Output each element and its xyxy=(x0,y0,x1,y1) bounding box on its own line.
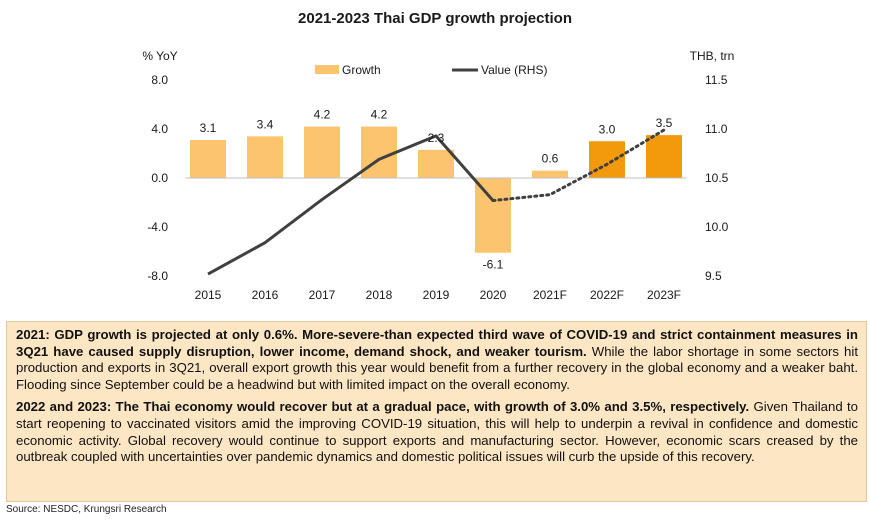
right-tick-label: 10.5 xyxy=(705,171,729,185)
gdp-chart: 2021-2023 Thai GDP growth projection % Y… xyxy=(142,10,735,302)
value-line xyxy=(207,128,666,276)
growth-data-label: 3.1 xyxy=(200,121,217,135)
commentary-2022-2023-headline: 2022 and 2023: The Thai economy would re… xyxy=(16,399,750,415)
value-line-forecast xyxy=(491,128,666,203)
left-tick-label: -4.0 xyxy=(147,220,168,234)
growth-bar xyxy=(589,141,625,178)
growth-bar xyxy=(475,178,511,253)
right-tick-label: 10.0 xyxy=(705,220,729,234)
growth-bars xyxy=(190,126,682,253)
growth-bar xyxy=(304,126,340,178)
x-tick-label: 2023F xyxy=(647,288,681,302)
right-tick-label: 11.0 xyxy=(705,122,728,136)
right-tick-label: 11.5 xyxy=(705,73,728,87)
x-tick-label: 2019 xyxy=(423,288,450,302)
growth-bar xyxy=(190,140,226,178)
commentary-paragraph-2022-2023: 2022 and 2023: The Thai economy would re… xyxy=(16,399,858,465)
growth-data-label: 0.6 xyxy=(542,152,559,166)
growth-bar xyxy=(361,126,397,178)
commentary-2021-headline: 2021: GDP growth is projected at only 0.… xyxy=(16,327,858,359)
legend: Growth Value (RHS) xyxy=(315,63,547,77)
right-axis-label: THB, trn xyxy=(690,49,735,63)
x-tick-label: 2017 xyxy=(309,288,336,302)
chart-title: 2021-2023 Thai GDP growth projection xyxy=(298,10,572,27)
right-axis-ticks: 11.5 11.0 10.5 10.0 9.5 xyxy=(705,73,729,283)
growth-data-label: -6.1 xyxy=(483,258,504,272)
growth-data-label: 3.5 xyxy=(656,116,673,130)
x-tick-label: 2015 xyxy=(195,288,222,302)
growth-data-label: 2.3 xyxy=(428,131,445,145)
value-line-actual xyxy=(207,134,495,276)
left-tick-label: -8.0 xyxy=(147,269,168,283)
legend-value-label: Value (RHS) xyxy=(481,63,547,77)
left-tick-label: 8.0 xyxy=(151,73,168,87)
growth-bar xyxy=(418,149,454,178)
commentary-box: 2021: GDP growth is projected at only 0.… xyxy=(6,321,867,502)
commentary-2022-2023-body: Given Thailand to start reopening to vac… xyxy=(16,399,858,465)
left-axis-ticks: 8.0 4.0 0.0 -4.0 -8.0 xyxy=(147,73,168,283)
left-axis-label: % YoY xyxy=(142,49,177,63)
x-tick-label: 2016 xyxy=(252,288,279,302)
commentary-2021-body: While the labor shortage in some sectors… xyxy=(16,343,858,392)
source-note: Source: NESDC, Krungsri Research xyxy=(6,504,167,515)
right-tick-label: 9.5 xyxy=(705,269,722,283)
growth-bar xyxy=(646,135,682,178)
growth-data-label: 4.2 xyxy=(371,108,388,122)
growth-data-label: 3.0 xyxy=(599,122,616,136)
x-axis-ticks: 2015 2016 2017 2018 2019 2020 2021F 2022F 2023F xyxy=(195,288,681,302)
growth-data-label: 3.4 xyxy=(257,117,274,131)
x-tick-label: 2020 xyxy=(480,288,507,302)
x-tick-label: 2018 xyxy=(366,288,393,302)
legend-growth-swatch xyxy=(315,65,339,74)
growth-data-label: 4.2 xyxy=(314,108,331,122)
left-tick-label: 0.0 xyxy=(151,171,168,185)
bar-data-labels: 3.1 3.4 4.2 4.2 2.3 -6.1 0.6 3.0 3.5 xyxy=(200,108,673,272)
x-tick-label: 2021F xyxy=(533,288,567,302)
legend-growth-label: Growth xyxy=(342,63,381,77)
growth-bar xyxy=(532,170,568,178)
growth-bar xyxy=(247,136,283,178)
left-tick-label: 4.0 xyxy=(151,122,168,136)
commentary-paragraph-2021: 2021: GDP growth is projected at only 0.… xyxy=(16,327,858,393)
x-tick-label: 2022F xyxy=(590,288,624,302)
